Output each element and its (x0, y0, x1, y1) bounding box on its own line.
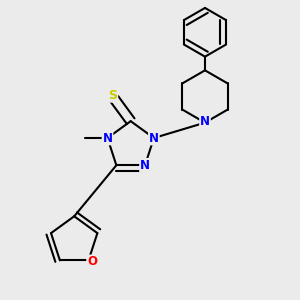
Text: N: N (103, 131, 112, 145)
Text: N: N (140, 159, 150, 172)
Text: N: N (149, 131, 159, 145)
Text: N: N (200, 115, 210, 128)
Text: O: O (87, 255, 97, 268)
Text: S: S (108, 89, 117, 102)
